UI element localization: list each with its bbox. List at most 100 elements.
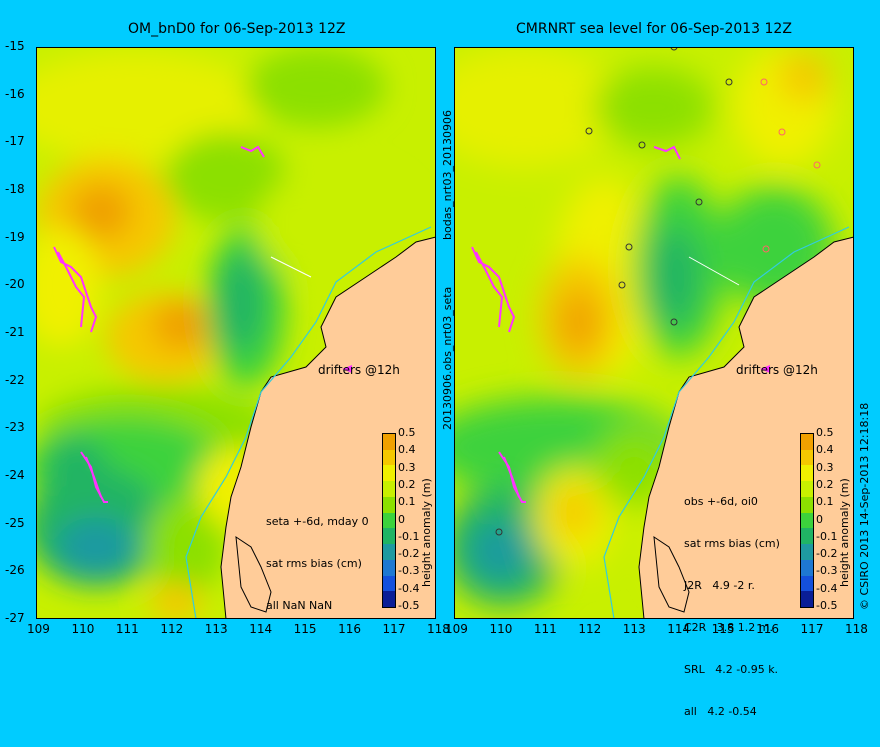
colorbar-tick-label: -0.4 <box>816 581 838 595</box>
colorbar-tick-label: -0.2 <box>816 547 838 561</box>
x-tick-label: 112 <box>578 622 602 636</box>
x-tick-label: 109 <box>27 622 50 636</box>
y-tick-label: -23 <box>5 420 25 435</box>
x-tick-label: 114 <box>667 622 691 636</box>
left-colorbar <box>382 433 396 608</box>
colorbar-tick-label: 0 <box>398 512 405 526</box>
colorbar-swatch <box>383 544 395 560</box>
y-tick-label: -21 <box>5 325 25 339</box>
x-tick-label: 115 <box>293 622 317 636</box>
colorbar-tick-label: -0.3 <box>398 564 420 578</box>
colorbar-swatch <box>383 591 395 608</box>
colorbar-tick-label: -0.5 <box>816 599 838 612</box>
x-tick-label: 113 <box>622 622 646 636</box>
colorbar-tick-label: 0.4 <box>816 443 834 457</box>
right-map <box>454 47 854 619</box>
x-tick-label: 117 <box>382 622 406 636</box>
colorbar-swatch <box>801 591 813 608</box>
colorbar-swatch <box>801 512 813 529</box>
colorbar-tick-label: 0 <box>816 512 823 526</box>
colorbar-swatch <box>801 481 813 497</box>
colorbar-swatch <box>383 575 395 592</box>
x-tick-label: 110 <box>71 622 95 636</box>
colorbar-tick-label: -0.1 <box>398 529 420 543</box>
colorbar-swatch <box>383 465 395 482</box>
colorbar-tick-label: 0.2 <box>398 477 416 491</box>
colorbar-tick-label: -0.2 <box>398 547 420 561</box>
right-stats-line: sat rms bias (cm) <box>684 537 780 550</box>
copyright-side-text: © CSIRO 2013 14-Sep-2013 12:18:18 <box>858 402 871 610</box>
colorbar-tick-label: -0.1 <box>816 529 838 543</box>
colorbar-swatch <box>801 544 813 560</box>
right-drifters-label: drifters @12h <box>736 363 818 377</box>
colorbar-tick-label: 0.5 <box>816 426 834 439</box>
left-map-panel[interactable]: drifters @12h seta +-6d, mday 0 sat rms … <box>36 47 436 619</box>
x-tick-label: 117 <box>800 622 824 636</box>
colorbar-swatch <box>801 449 813 466</box>
right-stats-line: all 4.2 -0.54 <box>684 705 757 718</box>
colorbar-swatch <box>383 449 395 466</box>
y-tick-label: -16 <box>5 86 25 101</box>
right-map-panel[interactable]: drifters @12h obs +-6d, oi0 sat rms bias… <box>454 47 854 718</box>
colorbar-swatch <box>801 528 813 545</box>
colorbar-tick-label: 0.5 <box>398 426 416 439</box>
colorbar-swatch <box>801 434 813 450</box>
left-stats-line: seta +-6d, mday 0 <box>266 515 369 528</box>
colorbar-tick-label: 0.4 <box>398 443 416 457</box>
x-tick-label: 115 <box>711 622 735 636</box>
colorbar-label: height anomaly (m) <box>420 478 433 587</box>
y-tick-label: -22 <box>5 372 25 387</box>
colorbar-swatch <box>383 434 395 450</box>
middle-top-side-text: bodas_nrt03_20130906 <box>441 110 454 240</box>
left-map <box>36 47 436 619</box>
colorbar-swatch <box>383 496 395 513</box>
colorbar-tick-label: 0.3 <box>398 460 416 474</box>
y-tick-label: -20 <box>5 277 25 292</box>
left-stats-line: sat rms bias (cm) <box>266 557 362 570</box>
left-stats-line: all NaN NaN <box>266 599 333 612</box>
left-drifters-label: drifters @12h <box>318 363 400 377</box>
colorbar-swatch <box>801 465 813 482</box>
colorbar-tick-label: 0.1 <box>398 495 416 509</box>
x-tick-label: 111 <box>115 622 139 636</box>
colorbar-tick-label: 0.1 <box>816 495 834 509</box>
y-tick-label: -25 <box>5 515 25 530</box>
right-panel-title: CMRNRT sea level for 06-Sep-2013 12Z <box>516 21 792 37</box>
right-stats-line: C2R 3.8 1.2 m. <box>684 621 774 634</box>
right-stats: obs +-6d, oi0 sat rms bias (cm) J2R 4.9 … <box>684 467 780 747</box>
y-tick-label: -24 <box>5 468 25 482</box>
x-tick-label: 112 <box>160 622 184 636</box>
y-tick-label: -19 <box>5 229 25 244</box>
y-tick-label: -17 <box>5 134 25 149</box>
colorbar-label: height anomaly (m) <box>838 478 851 587</box>
colorbar-swatch <box>383 512 395 529</box>
colorbar-swatch <box>383 481 395 497</box>
x-tick-label: 110 <box>489 622 513 636</box>
right-stats-line: obs +-6d, oi0 <box>684 495 758 508</box>
colorbar-tick-label: -0.5 <box>398 599 420 612</box>
colorbar-swatch <box>383 559 395 576</box>
colorbar-tick-label: 0.3 <box>816 460 834 474</box>
colorbar-swatch <box>383 528 395 545</box>
x-tick-label: 118 <box>845 622 868 636</box>
right-stats-line: J2R 4.9 -2 r. <box>684 579 755 592</box>
colorbar-swatch <box>801 559 813 576</box>
y-tick-label: -26 <box>5 563 25 578</box>
colorbar-tick-label: -0.4 <box>398 581 420 595</box>
y-tick-label: -27 <box>5 611 25 625</box>
y-tick-label: -18 <box>5 182 25 196</box>
colorbar-swatch <box>801 496 813 513</box>
x-tick-label: 114 <box>249 622 273 636</box>
x-tick-label: 116 <box>338 622 362 636</box>
x-tick-label: 113 <box>204 622 228 636</box>
x-tick-label: 118 <box>427 622 450 636</box>
x-tick-label: 116 <box>756 622 780 636</box>
colorbar-tick-label: 0.2 <box>816 477 834 491</box>
left-panel-title: OM_bnD0 for 06-Sep-2013 12Z <box>128 21 346 37</box>
colorbar-tick-label: -0.3 <box>816 564 838 578</box>
y-tick-label: -15 <box>5 39 25 53</box>
x-tick-label: 111 <box>533 622 557 636</box>
left-stats: seta +-6d, mday 0 sat rms bias (cm) all … <box>266 487 369 641</box>
right-colorbar <box>800 433 814 608</box>
x-tick-label: 109 <box>445 622 468 636</box>
